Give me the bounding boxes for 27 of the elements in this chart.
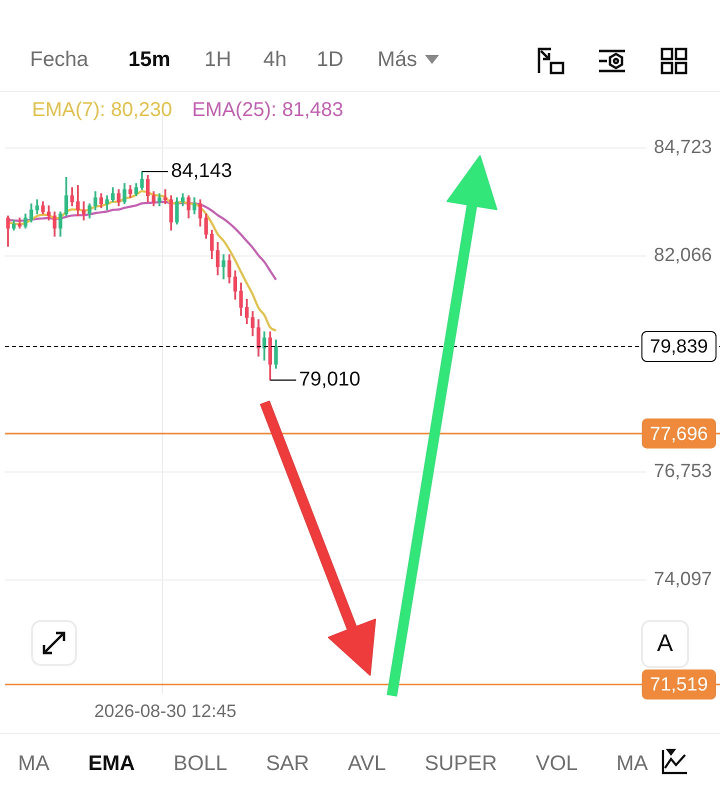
ref-line-label: 71,519 bbox=[650, 674, 708, 696]
ref-line-label: 79,839 bbox=[650, 336, 708, 358]
text: SUPER bbox=[424, 752, 497, 776]
y-tick-label: 74,097 bbox=[654, 568, 712, 590]
text: 15m bbox=[128, 48, 170, 72]
text: EMA(7): 80,230 bbox=[32, 99, 172, 122]
y-tick-label: 76,753 bbox=[654, 461, 712, 482]
text: MA bbox=[616, 752, 648, 776]
text: MA bbox=[18, 752, 50, 776]
ref-line-label: 77,696 bbox=[650, 424, 708, 445]
text: 1D bbox=[316, 48, 344, 72]
text: 4h bbox=[263, 48, 287, 72]
annotation: 84,143 bbox=[170, 160, 232, 182]
text: BOLL bbox=[174, 752, 228, 776]
text: SAR bbox=[266, 752, 310, 776]
annotation: 79,010 bbox=[299, 368, 360, 391]
text: A bbox=[656, 630, 673, 658]
text: EMA bbox=[88, 752, 135, 776]
text: EMA(25): 81,483 bbox=[192, 99, 344, 122]
text: AVL bbox=[348, 752, 386, 776]
text: Fecha bbox=[30, 48, 88, 72]
text: 1H bbox=[204, 48, 232, 72]
text: VOL bbox=[536, 752, 578, 776]
y-tick-label: 84,723 bbox=[654, 137, 712, 158]
text: Más bbox=[377, 48, 418, 72]
x-tick-label: 2026-08-30 12:45 bbox=[94, 701, 236, 722]
y-tick-label: 82,066 bbox=[654, 245, 712, 266]
